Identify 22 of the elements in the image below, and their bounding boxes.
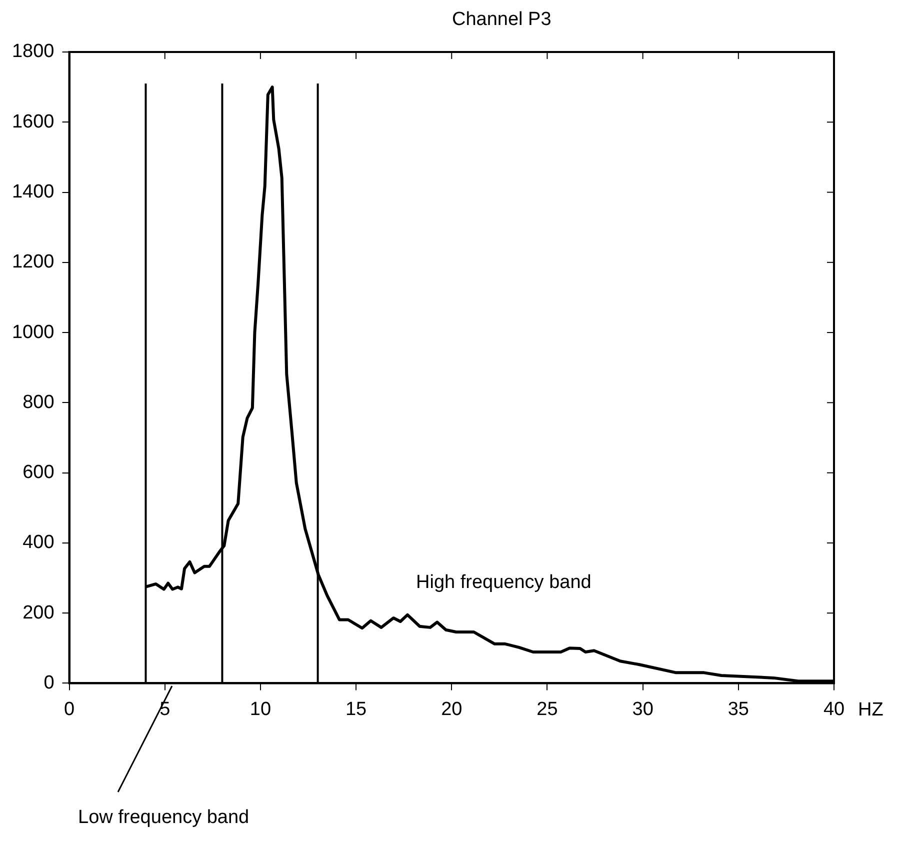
x-tick-label: 15 bbox=[345, 698, 367, 720]
y-tick-label: 1400 bbox=[12, 182, 54, 202]
y-tick-label: 0 bbox=[44, 672, 54, 694]
x-tick-label: 20 bbox=[441, 698, 462, 720]
x-axis-title: HZ bbox=[858, 699, 884, 720]
x-tick-label: 10 bbox=[250, 698, 272, 720]
x-tick-label: 40 bbox=[823, 698, 845, 720]
text: Low frequency band bbox=[78, 807, 250, 828]
y-tick-label: 400 bbox=[22, 532, 54, 554]
x-tick-label: 30 bbox=[632, 698, 654, 720]
y-tick-label: 1800 bbox=[12, 41, 54, 62]
y-tick-label: 1600 bbox=[12, 111, 54, 132]
annotation: High frequency band bbox=[416, 572, 592, 594]
x-tick-label: 35 bbox=[728, 698, 749, 720]
y-tick-label: 1000 bbox=[12, 322, 54, 343]
y-tick-label: 600 bbox=[22, 462, 54, 484]
x-tick-label: 0 bbox=[64, 698, 75, 720]
y-tick-label: 1200 bbox=[12, 252, 54, 273]
x-tick-label: 25 bbox=[536, 698, 558, 720]
chart-title: Channel P3 bbox=[452, 9, 552, 30]
y-tick-label: 800 bbox=[22, 392, 54, 413]
y-tick-label: 200 bbox=[22, 602, 54, 624]
